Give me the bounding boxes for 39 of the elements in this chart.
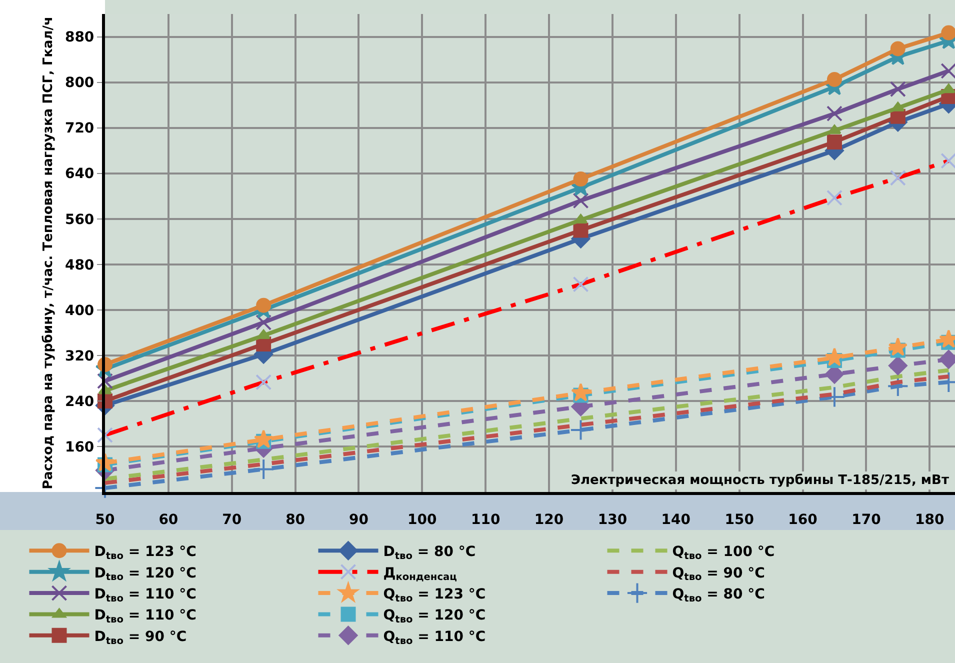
x-tick-label: 110 [470, 512, 500, 528]
legend-label: Q$_{tво}$ = 123 °C [383, 586, 486, 604]
y-axis-title: Расход пара на турбину, т/час. Тепловая нагрузка ПСГ, Гкал/ч [40, 16, 56, 490]
y-tick-label: 800 [64, 75, 94, 92]
x-tick-label: 70 [222, 512, 242, 528]
x-tick-label: 50 [95, 512, 115, 528]
y-tick-label: 400 [64, 302, 94, 319]
legend-label: Q$_{tво}$ = 120 °C [383, 608, 486, 626]
x-tick-label: 170 [852, 512, 882, 528]
x-tick-label: 140 [661, 512, 691, 528]
x-tick-label: 130 [598, 512, 628, 528]
legend-label: D$_{tво}$ = 110 °C [94, 608, 196, 626]
x-tick-label: 180 [915, 512, 944, 528]
legend-label: Q$_{tво}$ = 80 °C [672, 586, 765, 604]
x-tick-label: 120 [534, 512, 564, 528]
y-tick-label: 640 [64, 166, 94, 182]
legend-label: Д$_{конденсац}$ [383, 565, 457, 584]
legend-label: D$_{tво}$ = 80 °C [383, 544, 476, 562]
x-tick-label: 160 [788, 512, 818, 528]
y-tick-label: 720 [64, 120, 94, 137]
legend-label: Q$_{tво}$ = 100 °C [672, 544, 775, 562]
legend-label: D$_{tво}$ = 120 °C [94, 565, 196, 584]
y-tick-label: 560 [64, 212, 94, 228]
x-tick-label: 80 [286, 512, 306, 528]
x-tick-label: 60 [158, 512, 178, 528]
y-tick-label: 240 [64, 394, 94, 410]
y-tick-label: 160 [64, 439, 94, 456]
y-tick-label: 320 [64, 348, 94, 364]
legend-label: D$_{tво}$ = 110 °C [94, 586, 196, 604]
x-axis-title: Электрическая мощность турбины Т-185/215, мВт [571, 473, 950, 488]
legend-label: D$_{tво}$ = 123 °C [94, 544, 196, 562]
y-tick-label: 880 [64, 30, 94, 46]
legend-label: D$_{tво}$ = 90 °C [94, 628, 187, 647]
x-tick-label: 90 [348, 512, 369, 528]
x-tick-label: 150 [724, 512, 754, 528]
legend-label: Q$_{tво}$ = 90 °C [672, 565, 765, 584]
y-tick-label: 480 [64, 257, 94, 274]
x-tick-label: 100 [408, 512, 438, 528]
legend-label: Q$_{tво}$ = 110 °C [383, 628, 486, 647]
